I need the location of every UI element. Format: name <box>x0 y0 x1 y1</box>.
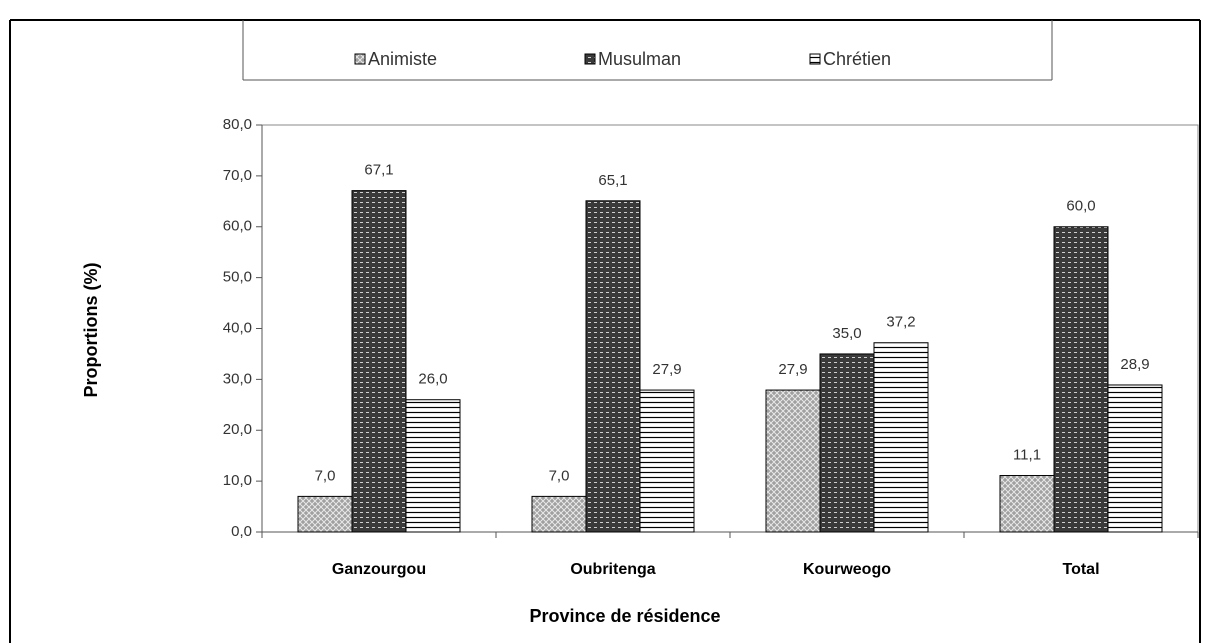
legend-label: Chrétien <box>823 49 891 69</box>
legend-label: Musulman <box>598 49 681 69</box>
y-tick-label: 50,0 <box>223 269 252 286</box>
x-axis-label: Province de résidence <box>529 606 720 626</box>
y-tick-label: 10,0 <box>223 472 252 489</box>
x-tick-label: Ganzourgou <box>332 561 426 578</box>
y-tick-label: 30,0 <box>223 370 252 387</box>
value-label: 67,1 <box>364 162 393 179</box>
bar <box>639 389 695 533</box>
y-tick-label: 40,0 <box>223 319 252 336</box>
y-tick-label: 60,0 <box>223 218 252 235</box>
value-label: 27,9 <box>778 361 807 378</box>
x-tick-label: Total <box>1062 561 1099 578</box>
bar <box>1053 226 1109 533</box>
legend-swatch <box>354 53 366 65</box>
value-label: 7,0 <box>315 467 336 484</box>
legend-label: Animiste <box>368 49 437 69</box>
bar <box>999 475 1055 533</box>
value-label: 27,9 <box>652 361 681 378</box>
value-label: 37,2 <box>886 314 915 331</box>
value-label: 26,0 <box>418 371 447 388</box>
y-axis-label: Proportions (%) <box>81 263 101 398</box>
frame <box>9 19 1201 643</box>
value-label: 35,0 <box>832 325 861 342</box>
bar <box>873 342 929 533</box>
value-label: 28,9 <box>1120 356 1149 373</box>
y-tick-label: 0,0 <box>231 523 252 540</box>
y-tick-label: 20,0 <box>223 421 252 438</box>
value-label: 11,1 <box>1013 446 1041 463</box>
y-tick-label: 80,0 <box>223 116 252 133</box>
value-label: 60,0 <box>1066 198 1095 215</box>
bar <box>1107 384 1163 533</box>
bar <box>765 389 821 533</box>
legend-swatch <box>809 53 821 65</box>
value-label: 65,1 <box>598 172 627 189</box>
value-label: 7,0 <box>549 467 570 484</box>
bar <box>819 353 875 533</box>
bar <box>297 495 353 533</box>
x-tick-label: Kourweogo <box>803 561 891 578</box>
legend-swatch <box>584 53 596 65</box>
bar <box>351 190 407 533</box>
legend-box <box>242 20 1053 81</box>
bar <box>405 399 461 533</box>
bar <box>585 200 641 533</box>
bar <box>531 495 587 533</box>
x-tick-label: Oubritenga <box>570 561 655 578</box>
y-tick-label: 70,0 <box>223 167 252 184</box>
